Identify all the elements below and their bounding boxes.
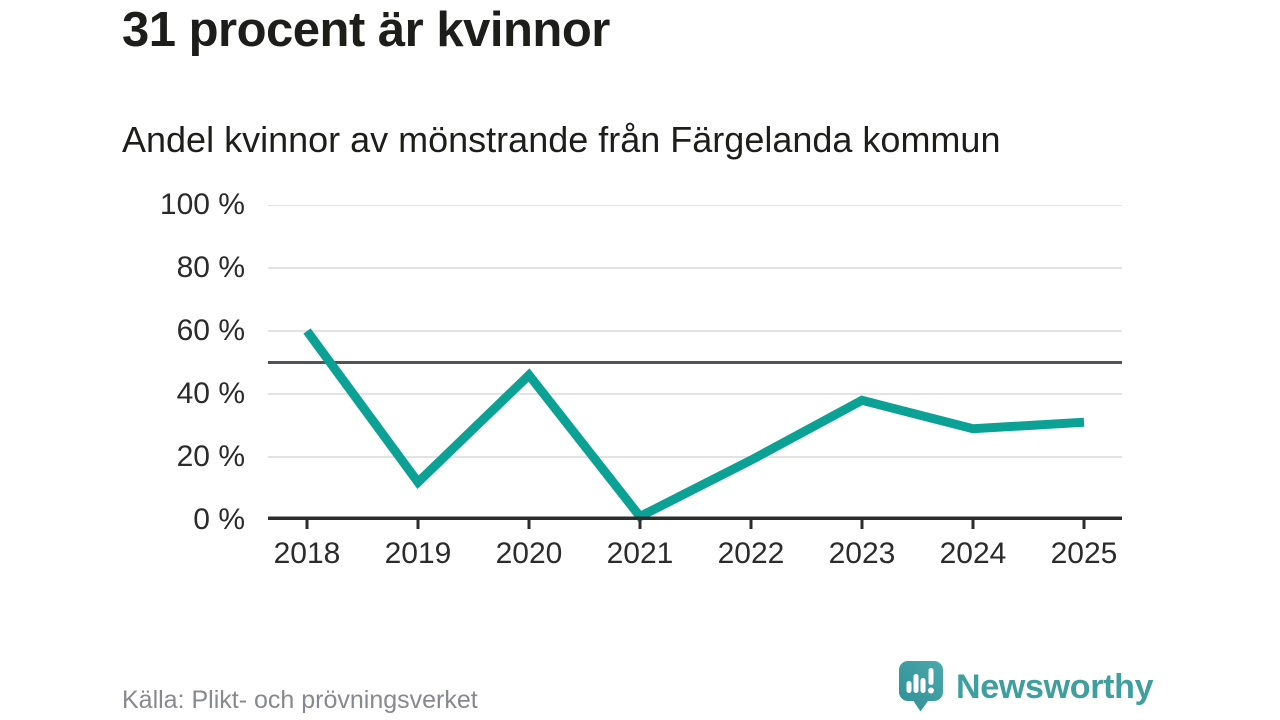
page-title: 31 procent är kvinnor	[122, 3, 610, 57]
y-tick-label: 40 %	[176, 377, 245, 410]
source-note: Källa: Plikt- och prövningsverket	[122, 686, 478, 714]
chart-subtitle: Andel kvinnor av mönstrande från Färgela…	[122, 119, 1001, 160]
newsworthy-logo-icon	[899, 661, 943, 712]
x-tick-label: 2019	[384, 537, 452, 570]
bar-chart-exclamation-glyph	[906, 668, 934, 694]
y-tick-label: 20 %	[176, 440, 245, 473]
brand-wordmark: Newsworthy	[956, 667, 1154, 706]
x-tick-label: 2020	[495, 537, 563, 570]
y-tick-label: 0 %	[193, 503, 245, 536]
x-tick-label: 2021	[606, 537, 674, 570]
x-tick-label: 2024	[939, 537, 1007, 570]
brand-logo: Newsworthy	[897, 659, 1154, 715]
x-tick-label: 2025	[1050, 537, 1118, 570]
y-tick-label: 80 %	[176, 251, 245, 284]
x-tick-label: 2022	[717, 537, 785, 570]
line-chart: 0 % 20 % 40 % 60 % 80 % 100 % 2018 2019 2020 202…	[0, 188, 1280, 595]
plot-area	[268, 205, 1122, 529]
x-tick-label: 2023	[828, 537, 896, 570]
y-tick-label: 60 %	[176, 314, 245, 347]
x-tick-label: 2018	[273, 537, 341, 570]
y-tick-label: 100 %	[159, 188, 245, 221]
